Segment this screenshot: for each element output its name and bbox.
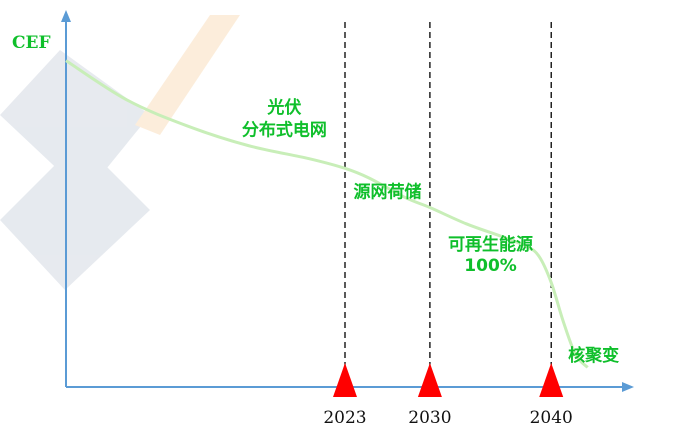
axes xyxy=(61,10,634,392)
watermark-shape xyxy=(135,15,240,135)
cef-curve xyxy=(65,59,589,369)
year-label-2040: 2040 xyxy=(530,408,573,428)
year-markers: 2023 2030 2040 xyxy=(323,22,573,428)
watermark-shape xyxy=(0,50,150,195)
stage-label: 100% xyxy=(464,256,517,276)
stage-label: 分布式电网 xyxy=(242,120,327,141)
stage-label: 核聚变 xyxy=(568,345,619,366)
x-axis-arrow xyxy=(622,382,634,392)
stage-label: 可再生能源 xyxy=(448,234,533,255)
year-marker-2030 xyxy=(417,363,442,397)
background-decoration xyxy=(0,15,240,290)
year-marker-2023 xyxy=(333,363,357,397)
stage-label: 源网荷储 xyxy=(353,182,421,203)
year-label-2030: 2030 xyxy=(408,408,451,428)
y-axis-arrow xyxy=(61,10,71,22)
stage-label: 光伏 xyxy=(266,97,301,118)
y-axis-label: CEF xyxy=(12,33,51,53)
year-label-2023: 2023 xyxy=(323,408,366,428)
year-marker-2040 xyxy=(539,363,564,397)
watermark-shape xyxy=(0,140,150,290)
